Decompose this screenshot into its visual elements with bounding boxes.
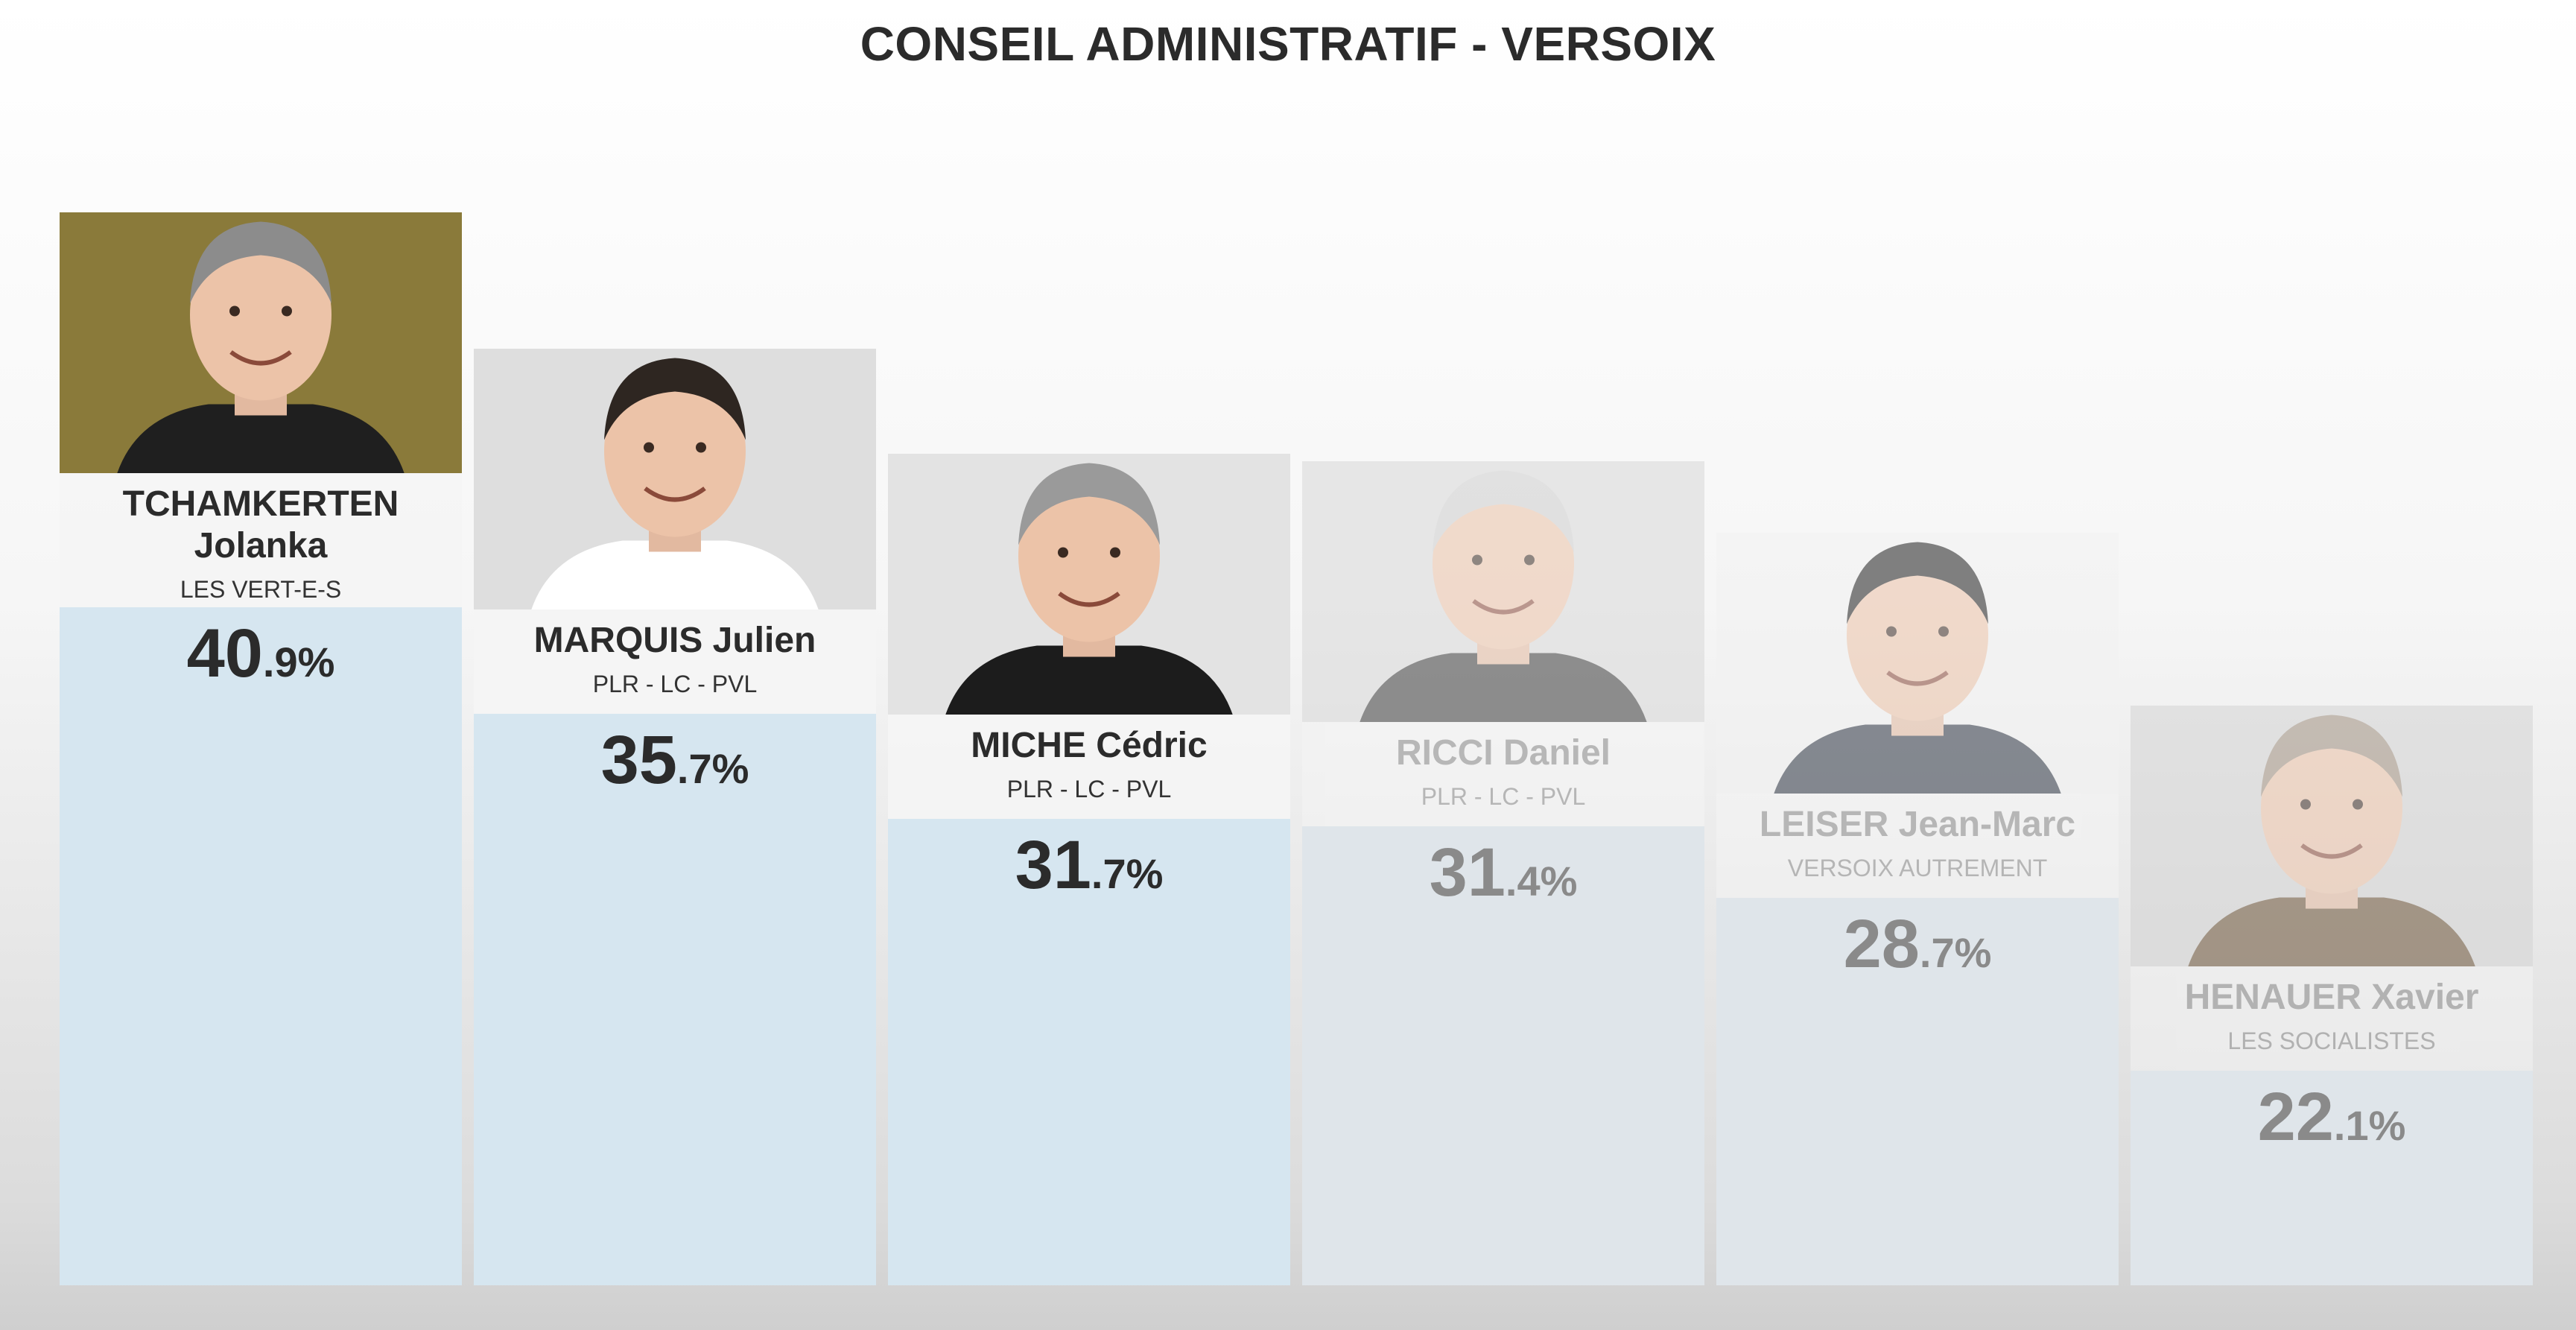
candidate-name: MARQUIS Julien (533, 621, 816, 660)
candidate-column: MARQUIS Julien PLR - LC - PVL 35.7% (474, 349, 876, 1285)
candidate-party: LES SOCIALISTES (2227, 1027, 2436, 1054)
smile (644, 487, 706, 502)
eye (229, 305, 240, 317)
candidate-column: HENAUER Xavier LES SOCIALISTES 22.1% (2131, 706, 2533, 1285)
face (1018, 470, 1160, 642)
candidate-column: TCHAMKERTEN Jolanka LES VERT-E-S 40.9% (60, 212, 462, 1285)
hair (190, 221, 331, 304)
percentage-decimal: .4% (1505, 858, 1578, 905)
smile (229, 350, 292, 366)
candidate-name: LEISER Jean-Marc (1759, 805, 2076, 844)
candidate-party: VERSOIX AUTREMENT (1787, 855, 2048, 881)
shoulders (117, 404, 405, 473)
candidate-photo (2131, 706, 2533, 966)
percentage-integer: 40 (186, 615, 263, 691)
candidate-name: TCHAMKERTEN (122, 484, 399, 524)
face (1433, 478, 1574, 650)
smile (2300, 843, 2363, 859)
eye (1058, 547, 1068, 558)
eye (1524, 554, 1535, 566)
face (1847, 549, 1988, 721)
candidate-photo (1716, 533, 2119, 794)
candidate-party: PLR - LC - PVL (1421, 783, 1586, 810)
percentage-decimal: .7% (1919, 929, 1992, 976)
eye (2353, 799, 2363, 810)
eye (282, 305, 292, 317)
percentage-decimal: .1% (2333, 1102, 2406, 1149)
hair (604, 358, 746, 440)
percentage-label: 40.9% (60, 615, 462, 693)
candidate-label: RICCI Daniel PLR - LC - PVL (1302, 722, 1704, 826)
percentage-integer: 31 (1015, 827, 1091, 903)
result-bar (1716, 898, 2119, 1285)
shoulders (531, 540, 819, 609)
portrait-photo (1302, 461, 1704, 722)
hair (1433, 470, 1574, 553)
eye (2300, 799, 2311, 810)
eye (696, 442, 706, 453)
eye (1938, 626, 1949, 637)
result-bar (60, 607, 462, 1285)
candidate-photo (888, 454, 1290, 715)
candidate-photo (1302, 461, 1704, 722)
smile (1886, 671, 1949, 686)
candidate-party: LES VERT-E-S (180, 576, 342, 603)
percentage-label: 22.1% (2131, 1078, 2533, 1156)
percentage-integer: 31 (1429, 835, 1506, 911)
chart-title: CONSEIL ADMINISTRATIF - VERSOIX (860, 17, 1716, 71)
face (2261, 722, 2402, 894)
eye (1886, 626, 1897, 637)
result-bar (1302, 826, 1704, 1285)
percentage-decimal: .7% (676, 745, 749, 792)
candidate-label: HENAUER Xavier LES SOCIALISTES (2131, 966, 2533, 1071)
candidate-photo (60, 212, 462, 473)
eye (1110, 547, 1120, 558)
candidate-name: RICCI Daniel (1395, 733, 1611, 773)
portrait-photo (60, 212, 462, 473)
result-bar (888, 819, 1290, 1285)
candidate-column: MICHE Cédric PLR - LC - PVL 31.7% (888, 454, 1290, 1285)
percentage-decimal: .7% (1091, 850, 1164, 897)
candidate-party: PLR - LC - PVL (592, 671, 758, 697)
hair (1018, 463, 1160, 545)
candidate-label: TCHAMKERTEN Jolanka LES VERT-E-S (60, 473, 462, 607)
shoulders (945, 645, 1233, 715)
result-bar (474, 714, 876, 1285)
shoulders (1774, 724, 2061, 794)
portrait-photo (1716, 533, 2119, 794)
percentage-integer: 28 (1843, 906, 1920, 982)
candidate-name: HENAUER Xavier (2184, 978, 2479, 1017)
candidate-label: MARQUIS Julien PLR - LC - PVL (474, 609, 876, 714)
percentage-label: 28.7% (1716, 905, 2119, 984)
eye (1472, 554, 1482, 566)
smile (1472, 599, 1535, 615)
result-bar (2131, 1071, 2533, 1285)
portrait-photo (474, 349, 876, 609)
candidate-label: LEISER Jean-Marc VERSOIX AUTREMENT (1716, 794, 2119, 898)
portrait-photo (2131, 706, 2533, 966)
candidate-column: RICCI Daniel PLR - LC - PVL 31.4% (1302, 461, 1704, 1285)
percentage-label: 35.7% (474, 721, 876, 799)
hair (1847, 542, 1988, 624)
face (604, 365, 746, 537)
hair (2261, 715, 2402, 797)
candidate-column: LEISER Jean-Marc VERSOIX AUTREMENT 28.7% (1716, 533, 2119, 1285)
candidate-party: PLR - LC - PVL (1006, 776, 1172, 802)
shoulders (1360, 653, 1647, 722)
candidate-label: MICHE Cédric PLR - LC - PVL (888, 715, 1290, 819)
percentage-integer: 22 (2257, 1079, 2334, 1155)
face (190, 229, 331, 401)
percentage-decimal: .9% (262, 639, 335, 685)
percentage-label: 31.7% (888, 826, 1290, 905)
shoulders (2188, 897, 2475, 966)
candidate-first-name: Jolanka (194, 526, 328, 566)
candidate-name: MICHE Cédric (971, 726, 1208, 765)
percentage-label: 31.4% (1302, 834, 1704, 912)
eye (644, 442, 654, 453)
smile (1058, 592, 1120, 607)
candidate-photo (474, 349, 876, 609)
portrait-photo (888, 454, 1290, 715)
percentage-integer: 35 (600, 722, 677, 798)
